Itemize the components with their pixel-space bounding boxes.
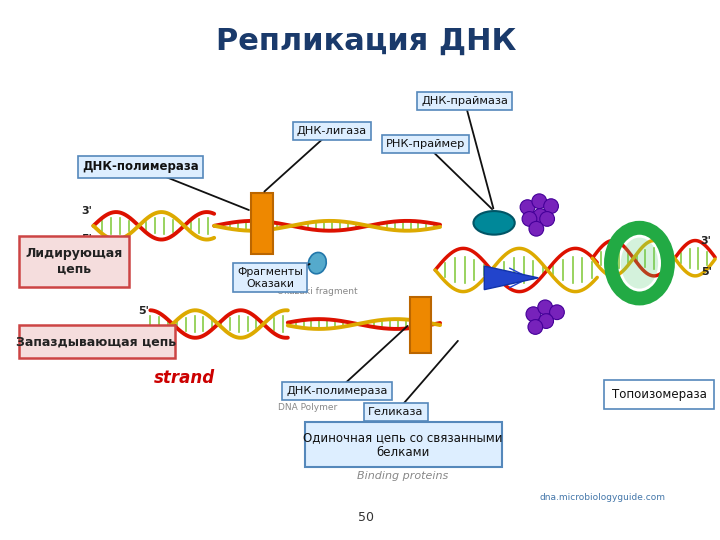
Text: 3': 3'	[701, 235, 711, 246]
Text: ДНК-полимераза: ДНК-полимераза	[287, 386, 387, 396]
Text: 5': 5'	[701, 267, 711, 277]
Text: Одиночная цепь со связанными
белками: Одиночная цепь со связанными белками	[303, 431, 503, 459]
Ellipse shape	[621, 238, 658, 289]
Text: 5': 5'	[138, 306, 149, 316]
Text: Репликация ДНК: Репликация ДНК	[216, 26, 516, 56]
Circle shape	[549, 305, 564, 320]
Text: 50: 50	[359, 511, 374, 524]
Bar	[410, 296, 431, 354]
Text: Геликаза: Геликаза	[368, 407, 423, 417]
Text: Топоизомераза: Топоизомераза	[612, 388, 706, 401]
Circle shape	[544, 199, 559, 213]
Text: Лидирующая
цепь: Лидирующая цепь	[25, 247, 122, 275]
Circle shape	[533, 208, 548, 224]
Text: ДНК-полимераза: ДНК-полимераза	[82, 160, 199, 173]
Circle shape	[520, 200, 535, 214]
FancyBboxPatch shape	[604, 380, 714, 409]
Text: Фрагменты
Оказаки: Фрагменты Оказаки	[237, 267, 303, 289]
Text: strand: strand	[154, 369, 215, 387]
Circle shape	[532, 194, 546, 208]
Circle shape	[528, 320, 543, 334]
Circle shape	[522, 212, 537, 226]
Text: 5': 5'	[81, 234, 92, 244]
Ellipse shape	[474, 211, 515, 235]
Circle shape	[538, 300, 552, 315]
Text: dna.microbiologyguide.com: dna.microbiologyguide.com	[539, 494, 665, 502]
FancyBboxPatch shape	[19, 235, 129, 287]
Text: Запаздывающая цепь: Запаздывающая цепь	[17, 335, 176, 348]
Text: Okazaki fragment: Okazaki fragment	[277, 287, 358, 296]
Circle shape	[540, 212, 554, 226]
Circle shape	[539, 314, 554, 328]
Text: ДНК-лигаза: ДНК-лигаза	[297, 125, 367, 136]
Text: РНК-праймер: РНК-праймер	[386, 139, 465, 149]
Circle shape	[529, 221, 544, 236]
FancyBboxPatch shape	[305, 422, 502, 468]
Ellipse shape	[308, 252, 326, 274]
Circle shape	[526, 307, 541, 321]
Text: ДНК-праймаза: ДНК-праймаза	[421, 96, 508, 106]
Text: Binding proteins: Binding proteins	[357, 471, 449, 481]
Text: DNA Polymer: DNA Polymer	[278, 403, 337, 412]
FancyBboxPatch shape	[19, 325, 175, 359]
Text: 3': 3'	[138, 334, 149, 344]
Text: 3': 3'	[81, 206, 92, 216]
Bar	[251, 193, 273, 254]
Polygon shape	[485, 266, 539, 289]
